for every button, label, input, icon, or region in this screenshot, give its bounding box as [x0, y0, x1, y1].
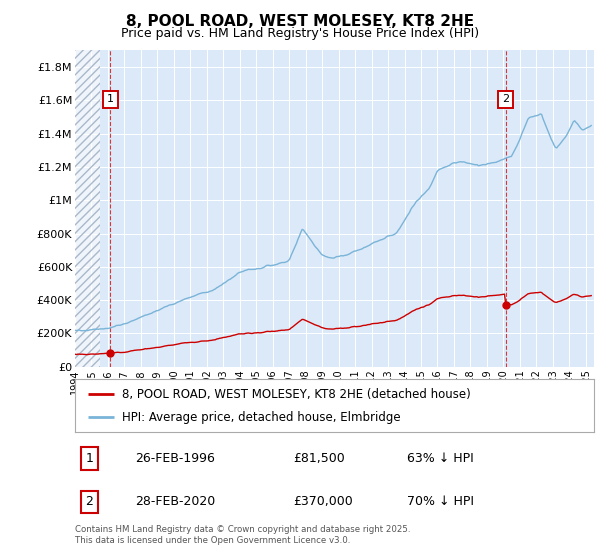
Text: Contains HM Land Registry data © Crown copyright and database right 2025.: Contains HM Land Registry data © Crown c… [75, 525, 410, 534]
Text: 1: 1 [107, 95, 114, 105]
Text: 2: 2 [86, 495, 94, 508]
Bar [75, 50, 100, 367]
Bar [75, 50, 100, 367]
Text: 70% ↓ HPI: 70% ↓ HPI [407, 495, 474, 508]
Text: 8, POOL ROAD, WEST MOLESEY, KT8 2HE: 8, POOL ROAD, WEST MOLESEY, KT8 2HE [126, 14, 474, 29]
Text: 2: 2 [502, 95, 509, 105]
Text: £370,000: £370,000 [293, 495, 353, 508]
Text: Price paid vs. HM Land Registry's House Price Index (HPI): Price paid vs. HM Land Registry's House … [121, 27, 479, 40]
Text: HPI: Average price, detached house, Elmbridge: HPI: Average price, detached house, Elmb… [122, 411, 400, 424]
Text: 63% ↓ HPI: 63% ↓ HPI [407, 452, 474, 465]
Text: 28-FEB-2020: 28-FEB-2020 [134, 495, 215, 508]
Text: 26-FEB-1996: 26-FEB-1996 [134, 452, 215, 465]
Text: 1: 1 [86, 452, 94, 465]
Text: This data is licensed under the Open Government Licence v3.0.: This data is licensed under the Open Gov… [75, 536, 350, 545]
Text: £81,500: £81,500 [293, 452, 345, 465]
Text: 8, POOL ROAD, WEST MOLESEY, KT8 2HE (detached house): 8, POOL ROAD, WEST MOLESEY, KT8 2HE (det… [122, 388, 470, 400]
